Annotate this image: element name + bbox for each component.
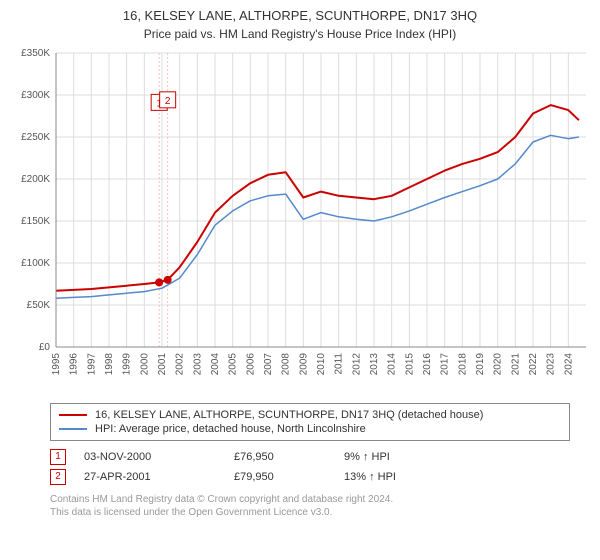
svg-text:£50K: £50K — [27, 300, 51, 311]
svg-text:2011: 2011 — [334, 353, 345, 375]
svg-text:2024: 2024 — [563, 353, 574, 376]
marker-table-row: 1 03-NOV-2000 £76,950 9% ↑ HPI — [50, 447, 570, 467]
svg-text:2: 2 — [165, 96, 171, 107]
svg-text:2002: 2002 — [175, 353, 186, 376]
marker-date: 27-APR-2001 — [84, 471, 234, 483]
svg-text:2015: 2015 — [404, 353, 415, 376]
marker-date: 03-NOV-2000 — [84, 451, 234, 463]
marker-price: £76,950 — [234, 451, 344, 463]
legend-swatch — [59, 414, 87, 416]
svg-text:2022: 2022 — [528, 353, 539, 376]
marker-price: £79,950 — [234, 471, 344, 483]
svg-text:2013: 2013 — [369, 353, 380, 376]
svg-text:£100K: £100K — [21, 258, 50, 269]
svg-text:£250K: £250K — [21, 132, 50, 143]
svg-text:2010: 2010 — [316, 353, 327, 376]
chart-title-main: 16, KELSEY LANE, ALTHORPE, SCUNTHORPE, D… — [10, 8, 590, 23]
svg-text:2023: 2023 — [546, 353, 557, 376]
legend-box: 16, KELSEY LANE, ALTHORPE, SCUNTHORPE, D… — [50, 403, 570, 441]
title-block: 16, KELSEY LANE, ALTHORPE, SCUNTHORPE, D… — [10, 8, 590, 41]
svg-text:1998: 1998 — [104, 353, 115, 376]
legend-row: HPI: Average price, detached house, Nort… — [59, 422, 561, 436]
marker-badge: 2 — [50, 469, 66, 485]
svg-text:2014: 2014 — [387, 353, 398, 376]
svg-text:2008: 2008 — [281, 353, 292, 376]
footer-line2: This data is licensed under the Open Gov… — [50, 506, 590, 519]
footer-line1: Contains HM Land Registry data © Crown c… — [50, 493, 590, 506]
footer-attribution: Contains HM Land Registry data © Crown c… — [50, 493, 590, 519]
legend-swatch — [59, 428, 87, 430]
svg-text:£150K: £150K — [21, 216, 50, 227]
svg-text:£350K: £350K — [21, 48, 50, 59]
svg-text:2017: 2017 — [440, 353, 451, 376]
svg-text:2019: 2019 — [475, 353, 486, 376]
svg-text:2020: 2020 — [493, 353, 504, 376]
chart-area: £0 £50K £100K £150K £200K £250K £300K £350K 1995… — [10, 47, 590, 397]
svg-text:2006: 2006 — [245, 353, 256, 376]
svg-text:2003: 2003 — [192, 353, 203, 376]
svg-text:1999: 1999 — [122, 353, 133, 376]
svg-text:2001: 2001 — [157, 353, 168, 376]
svg-text:1997: 1997 — [86, 353, 97, 376]
svg-text:2009: 2009 — [298, 353, 309, 376]
svg-text:1996: 1996 — [69, 353, 80, 376]
svg-text:2016: 2016 — [422, 353, 433, 376]
svg-text:2004: 2004 — [210, 353, 221, 376]
legend-label: 16, KELSEY LANE, ALTHORPE, SCUNTHORPE, D… — [95, 409, 483, 421]
chart-title-sub: Price paid vs. HM Land Registry's House … — [10, 27, 590, 41]
svg-text:2012: 2012 — [351, 353, 362, 376]
svg-text:2007: 2007 — [263, 353, 274, 376]
marker-pct: 9% ↑ HPI — [344, 451, 464, 463]
marker-pct: 13% ↑ HPI — [344, 471, 464, 483]
legend-row: 16, KELSEY LANE, ALTHORPE, SCUNTHORPE, D… — [59, 408, 561, 422]
svg-text:1995: 1995 — [51, 353, 62, 376]
svg-text:2000: 2000 — [139, 353, 150, 376]
marker-badge: 1 — [50, 449, 66, 465]
svg-text:£200K: £200K — [21, 174, 50, 185]
price-chart: £0 £50K £100K £150K £200K £250K £300K £350K 1995… — [10, 47, 590, 397]
legend-label: HPI: Average price, detached house, Nort… — [95, 423, 366, 435]
svg-text:2005: 2005 — [228, 353, 239, 376]
marker-table: 1 03-NOV-2000 £76,950 9% ↑ HPI 2 27-APR-… — [50, 447, 570, 487]
marker-table-row: 2 27-APR-2001 £79,950 13% ↑ HPI — [50, 467, 570, 487]
svg-text:£0: £0 — [39, 342, 51, 353]
svg-text:2018: 2018 — [457, 353, 468, 376]
svg-text:2021: 2021 — [510, 353, 521, 376]
svg-text:£300K: £300K — [21, 90, 50, 101]
